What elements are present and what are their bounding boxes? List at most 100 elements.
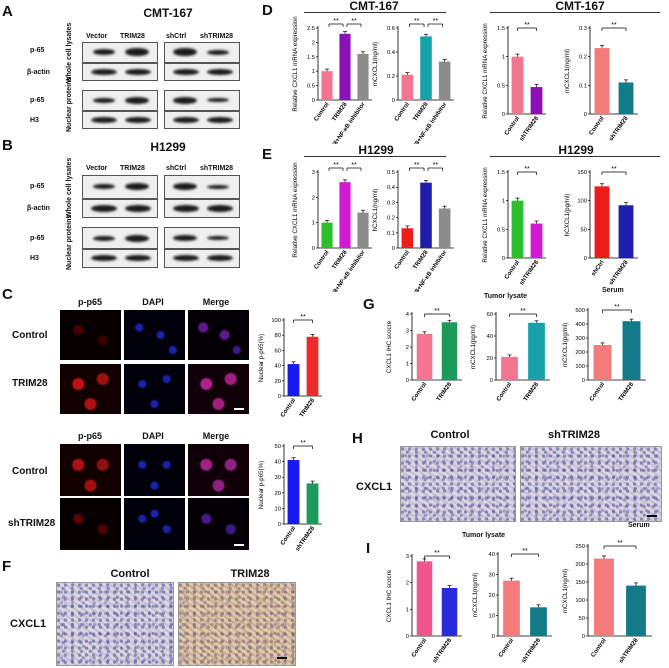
y-axis-label: CXCL1 IHC scocre <box>386 320 393 373</box>
y-tick-label: 2 <box>406 581 409 587</box>
y-tick-label: 100 <box>271 318 281 324</box>
y-axis-label: Relative CXCL1 mRNA expression <box>482 23 489 119</box>
y-axis-label: Relative CXCL1 mRNA expression <box>292 162 299 258</box>
panel-label-f: F <box>2 558 12 575</box>
panel-label-b: B <box>2 137 13 154</box>
y-tick-label: 60 <box>487 312 493 318</box>
bar <box>511 200 524 258</box>
bar <box>501 356 518 380</box>
significance-label: ** <box>300 440 306 447</box>
x-tick-label: shTRIM28 <box>608 115 630 142</box>
blot-a-row-3: p-65 <box>30 97 45 104</box>
y-tick-label: 20 <box>275 491 281 497</box>
y-axis-label: hCXCL1(ng/ml) <box>372 189 379 232</box>
y-tick-label: 150 <box>575 580 585 586</box>
y-tick-label: 3 <box>406 329 409 335</box>
bar <box>441 322 458 380</box>
x-tick-label: Control <box>588 115 605 136</box>
y-tick-label: 1.5 <box>497 26 505 32</box>
y-tick-label: 0 <box>278 522 281 528</box>
significance-label: ** <box>614 304 620 311</box>
x-tick-label: shTRIM28 <box>608 259 630 286</box>
y-tick-label: 3 <box>312 170 315 176</box>
blot-a-side-label-1: Whole cell lysates <box>66 22 73 83</box>
y-tick-label: 0 <box>502 112 505 118</box>
bar <box>339 182 351 248</box>
blot-b-lane-4: shTRIM28 <box>200 165 234 172</box>
y-tick-label: 20 <box>275 379 281 385</box>
x-tick-label: TRIM28 <box>523 381 541 402</box>
x-tick-label: Control <box>394 101 411 122</box>
panel-label-i: I <box>366 540 371 557</box>
y-axis-label: CXCL1 IHC scocre <box>386 569 393 622</box>
blot-a-lane-4: shTRIM28 <box>200 33 234 40</box>
significance-label: ** <box>351 18 357 25</box>
y-tick-label: 0 <box>406 634 409 640</box>
micro-col-label-3: Merge <box>202 297 230 307</box>
panel-label-d: D <box>262 2 273 19</box>
bar <box>306 483 319 524</box>
blot-a-lane-2: TRIM28 <box>120 33 145 40</box>
y-axis-label: hCXCL1(pg/ml) <box>564 194 571 237</box>
x-tick-label: shTRIM28 <box>519 259 541 286</box>
bar <box>626 585 646 636</box>
x-tick-label: TRIM28 <box>331 101 349 122</box>
chart-i2: mCXCL1(ng/ml) 0 10 20 30 40 Control shTRIM28 ** <box>472 548 552 664</box>
bar <box>401 74 414 100</box>
x-tick-label: shTRIM28 <box>432 637 454 664</box>
y-tick-label: 0 <box>490 378 493 384</box>
x-tick-label: Control <box>313 249 330 270</box>
chart-e1: Relative CXCL1 mRNA expression 0 1 2 3 Contro… <box>292 162 372 292</box>
x-tick-label: TRIM28 <box>618 381 636 402</box>
y-tick-label: 30 <box>275 475 281 481</box>
e-left-title: H1299 <box>358 143 394 157</box>
ihc-h-row: CXCL1 <box>356 481 393 493</box>
x-tick-label: Control <box>498 637 515 658</box>
y-tick-label: 0 <box>502 256 505 262</box>
significance-label: ** <box>524 166 530 173</box>
y-tick-label: 0 <box>584 112 587 118</box>
blot-b-row-3: p-65 <box>30 235 45 242</box>
blot-a-lane-1: Vector <box>86 33 108 40</box>
bar <box>503 580 520 636</box>
y-tick-label: 0.3 <box>387 200 395 206</box>
y-tick-label: 20 <box>487 356 493 362</box>
y-tick-label: 50 <box>275 444 281 450</box>
bar <box>528 322 545 380</box>
y-tick-label: 0.1 <box>387 231 395 237</box>
y-tick-label: 1 <box>312 69 315 75</box>
bar <box>438 61 451 100</box>
y-tick-label: 40 <box>487 334 493 340</box>
y-tick-label: 200 <box>575 562 585 568</box>
y-tick-label: 2 <box>312 195 315 201</box>
y-tick-label: 10 <box>275 506 281 512</box>
bar <box>511 56 524 114</box>
y-tick-label: 2 <box>312 40 315 46</box>
x-tick-label: Control <box>496 381 513 402</box>
y-tick-label: 2 <box>406 345 409 351</box>
y-tick-label: 40 <box>489 552 495 558</box>
x-tick-label: Control <box>280 397 297 418</box>
ihc-f-row: CXCL1 <box>10 618 47 630</box>
micro-row-label-3: Control <box>12 466 48 477</box>
y-tick-label: 1.5 <box>497 170 505 176</box>
y-tick-label: 10 <box>489 614 495 620</box>
x-tick-label: TRIM28 <box>436 381 454 402</box>
y-tick-label: 400 <box>575 322 585 328</box>
significance-label: ** <box>611 166 617 173</box>
y-tick-label: 2.5 <box>307 26 315 32</box>
bar <box>441 588 458 636</box>
y-tick-label: 0 <box>312 98 315 104</box>
y-tick-label: 0 <box>312 246 315 252</box>
x-tick-label: TRIM28 <box>331 249 349 270</box>
panel-label-h: H <box>352 430 363 447</box>
bar <box>420 36 432 100</box>
y-tick-label: 0.2 <box>579 55 587 61</box>
chart-g3: mCXCL1(pg/ml) 0 100 200 300 400 500 Control TRIM… <box>562 304 646 403</box>
y-tick-label: 250 <box>575 544 585 550</box>
panel-label-e: E <box>262 146 273 163</box>
micro-row-label-2: TRIM28 <box>12 378 48 389</box>
ihc-f-col-1: Control <box>110 568 150 580</box>
bar <box>306 336 319 396</box>
x-tick-label: Control <box>280 525 297 546</box>
